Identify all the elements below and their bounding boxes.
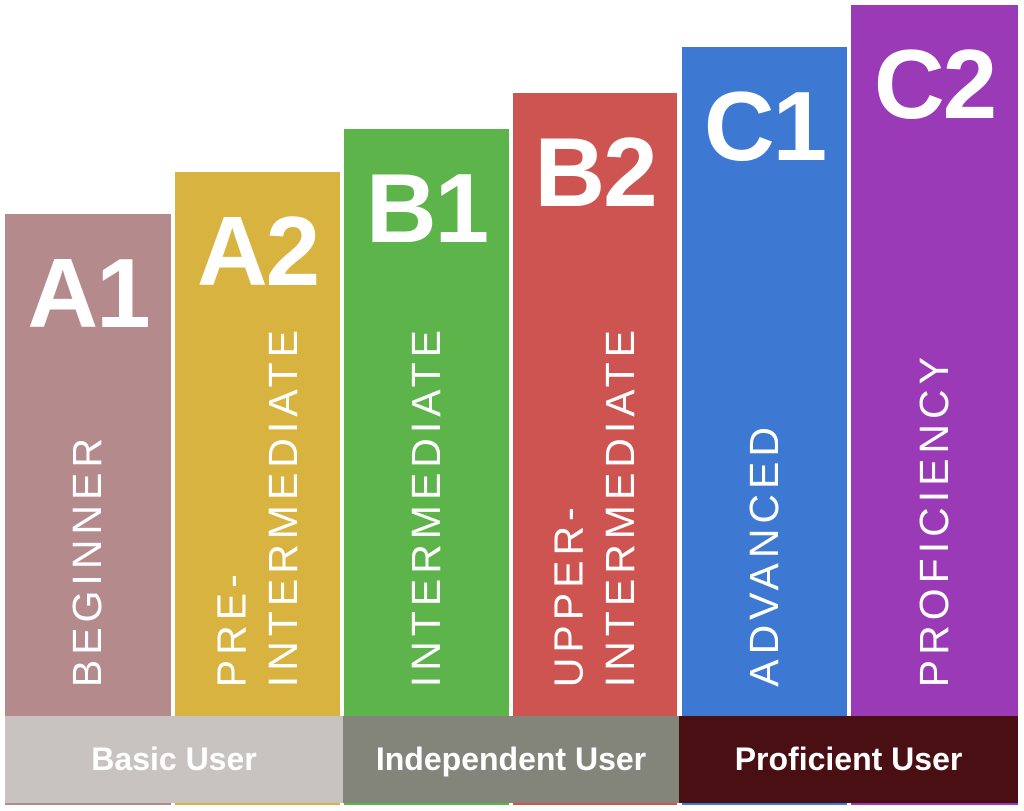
level-code-c2: C2 [873, 29, 997, 139]
bar-c1: C1 ADVANCED [682, 47, 847, 805]
bar-b1: B1 INTERMEDIATE [344, 129, 509, 805]
group-basic-user: Basic User [5, 716, 343, 803]
level-label-b2: UPPER- INTERMEDIATE [543, 325, 646, 687]
level-label-line: INTERMEDIATE [597, 324, 643, 687]
level-label-a1: BEGINNER [62, 433, 114, 687]
level-label-c2: PROFICIENCY [909, 352, 961, 687]
level-label-line: ADVANCED [740, 422, 787, 687]
level-label-b1: INTERMEDIATE [401, 325, 453, 687]
level-code-c1: C1 [703, 71, 827, 181]
bar-a2: A2 PRE- INTERMEDIATE [175, 172, 340, 805]
level-label-line: INTERMEDIATE [259, 324, 306, 687]
group-proficient-user: Proficient User [679, 716, 1018, 803]
level-code-b2: B2 [534, 117, 657, 227]
group-independent-user: Independent User [343, 716, 679, 803]
level-label-line: PROFICIENCY [910, 351, 957, 687]
level-code-b1: B1 [365, 153, 489, 263]
level-label-line: INTERMEDIATE [402, 324, 449, 687]
bar-a1: A1 BEGINNER [5, 214, 171, 805]
level-label-line: BEGINNER [64, 432, 111, 687]
bar-b2: B2 UPPER- INTERMEDIATE [513, 93, 677, 805]
level-code-a2: A2 [196, 196, 320, 306]
user-group-strip: Basic User Independent User Proficient U… [0, 716, 1024, 803]
level-label-line: UPPER- [545, 502, 592, 687]
level-label-c1: ADVANCED [739, 422, 791, 687]
level-label-line: PRE- [207, 569, 254, 687]
level-label-a2: PRE- INTERMEDIATE [206, 325, 309, 687]
level-code-a1: A1 [27, 238, 150, 348]
bar-c2: C2 PROFICIENCY [851, 5, 1018, 805]
